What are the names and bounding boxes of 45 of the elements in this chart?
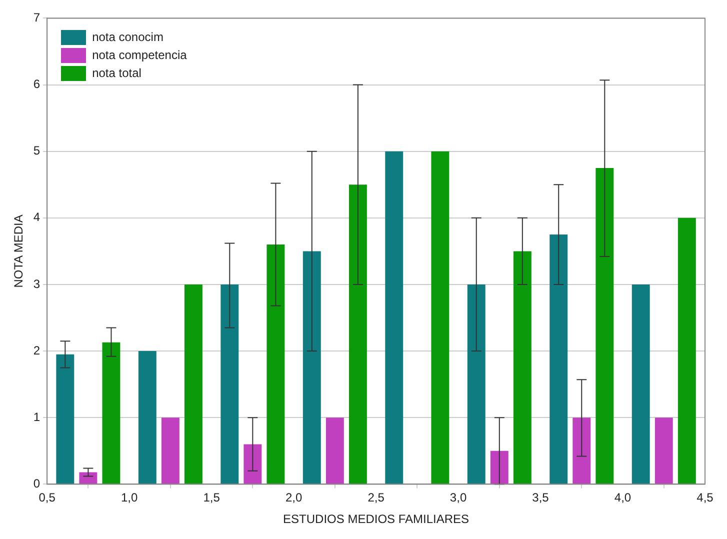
x-tick-label: 0,5: [38, 490, 56, 505]
y-tick-label: 1: [33, 410, 40, 424]
bar: [431, 151, 450, 484]
y-tick-label: 3: [33, 276, 40, 291]
y-axis-title: NOTA MEDIA: [12, 214, 26, 288]
legend-label: nota conocim: [92, 29, 164, 46]
bar: [184, 284, 202, 484]
bar: [654, 418, 673, 484]
y-tick-label: 0: [33, 476, 40, 491]
bar: [572, 418, 591, 484]
bar: [596, 168, 614, 484]
bar: [161, 418, 180, 484]
x-tick-label: 3,5: [532, 490, 550, 505]
bar: [102, 342, 120, 484]
bar: [326, 418, 344, 484]
x-tick-label: 4,0: [614, 490, 632, 505]
x-tick-label: 2,0: [285, 490, 302, 505]
x-tick-label: 3,0: [450, 490, 467, 505]
legend-label: nota competencia: [92, 47, 187, 64]
y-tick-label: 2: [33, 343, 40, 358]
bar: [79, 472, 98, 484]
x-tick-label: 4,5: [696, 490, 714, 505]
bar: [302, 251, 321, 484]
y-tick-label: 6: [33, 77, 40, 92]
bar: [678, 218, 696, 484]
x-axis-title: ESTUDIOS MEDIOS FAMILIARES: [283, 512, 470, 526]
bar: [550, 234, 568, 484]
bar: [244, 444, 262, 484]
y-tick-label: 4: [33, 210, 40, 224]
y-tick-label: 5: [33, 144, 40, 158]
bar: [632, 284, 650, 484]
x-tick-label: 1,0: [120, 490, 138, 505]
bar: [490, 450, 508, 484]
bar: [220, 284, 239, 484]
bar: [385, 151, 404, 484]
bar: [513, 251, 532, 484]
bar: [56, 354, 74, 484]
bar: [467, 284, 486, 484]
bar: [138, 351, 156, 484]
legend-label: nota total: [92, 65, 142, 82]
x-tick-label: 2,5: [368, 490, 385, 505]
x-tick-label: 1,5: [203, 490, 220, 505]
bar: [348, 184, 367, 484]
bar: [266, 244, 285, 484]
y-tick-label: 7: [33, 10, 40, 25]
